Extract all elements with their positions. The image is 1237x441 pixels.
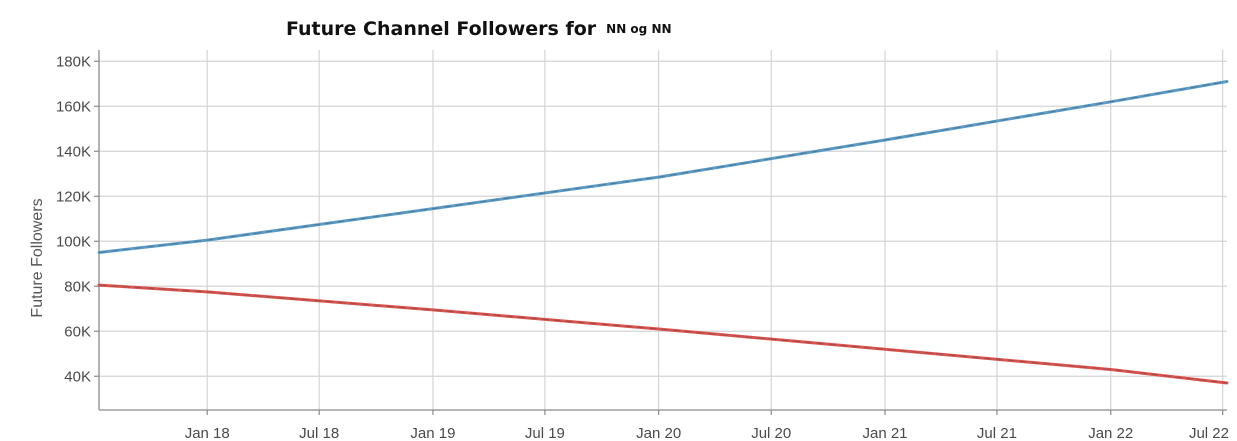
x-tick-label: Jan 20 bbox=[636, 425, 681, 441]
x-tick-label: Jul 20 bbox=[751, 425, 791, 441]
chart-title-text: Future Channel Followers for bbox=[286, 18, 597, 40]
series-line-dash-2 bbox=[98, 284, 1228, 384]
y-tick-labels: 40K 60K 80K 100K 120K 140K 160K 180K bbox=[56, 53, 99, 385]
x-tick-label: Jan 19 bbox=[410, 425, 455, 441]
x-tick-label: Jul 19 bbox=[525, 425, 565, 441]
axes bbox=[98, 50, 1227, 411]
y-axis-title: Future Followers bbox=[29, 198, 46, 317]
x-tick-label: Jul 21 bbox=[977, 425, 1017, 441]
y-tick-label: 160K bbox=[56, 98, 91, 115]
series bbox=[97, 80, 1229, 385]
x-tick-label: Jul 22 bbox=[1189, 425, 1229, 441]
y-tick-label: 80K bbox=[64, 278, 91, 295]
x-tick-label: Jul 18 bbox=[299, 425, 339, 441]
y-tick-label: 120K bbox=[56, 188, 91, 205]
x-tick-label: Jan 18 bbox=[185, 425, 230, 441]
series-line-dash-1 bbox=[98, 81, 1228, 253]
series-line-2 bbox=[97, 283, 1229, 385]
chart-title: Future Channel Followers for NN og NN bbox=[286, 18, 672, 40]
y-tick-label: 40K bbox=[64, 368, 91, 385]
y-tick-label: 140K bbox=[56, 143, 91, 160]
x-tick-label: Jan 22 bbox=[1088, 425, 1133, 441]
y-tick-label: 180K bbox=[56, 53, 91, 70]
y-tick-label: 100K bbox=[56, 233, 91, 250]
x-tick-labels: Jan 18 Jul 18 Jan 19 Jul 19 Jan 20 Jul 20 Jan … bbox=[185, 410, 1229, 441]
series-line-1 bbox=[97, 80, 1229, 254]
chart-title-name: NN og NN bbox=[606, 22, 672, 36]
y-tick-label: 60K bbox=[64, 323, 91, 340]
grid bbox=[99, 50, 1227, 410]
x-tick-label: Jan 21 bbox=[862, 425, 907, 441]
